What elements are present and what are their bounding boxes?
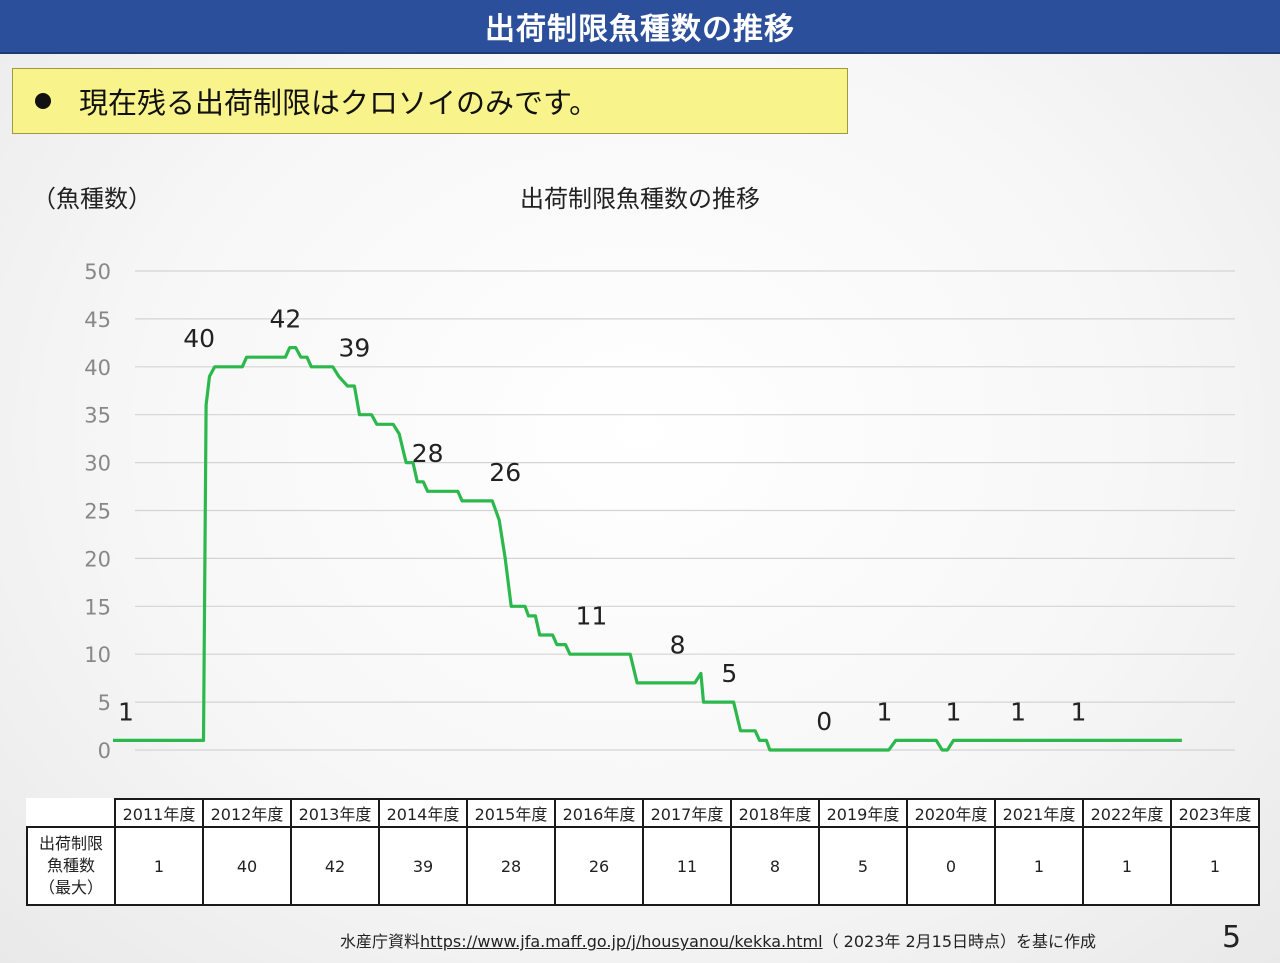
y-tick-label: 35	[84, 404, 111, 428]
page-number: 5	[1222, 920, 1242, 955]
data-label: 1	[877, 697, 893, 726]
row-label-line: 出荷制限	[38, 834, 103, 853]
table-cell: 5	[818, 826, 908, 906]
data-label: 26	[489, 458, 521, 487]
table-header-cell: 2023年度	[1170, 798, 1260, 828]
table-header-row: 2011年度 2012年度 2013年度 2014年度 2015年度 2016年度 2017…	[27, 798, 1260, 828]
data-label: 1	[1070, 697, 1086, 726]
table-cell: 11	[642, 826, 732, 906]
y-axis-label: （魚種数）	[32, 185, 152, 213]
table-cell: 0	[906, 826, 996, 906]
data-label: 5	[721, 659, 737, 688]
data-label: 28	[412, 439, 444, 468]
table-header-cell: 2014年度	[378, 798, 468, 828]
table-cell: 1	[1170, 826, 1260, 906]
table-header-cell: 2012年度	[202, 798, 292, 828]
data-label: 8	[670, 630, 686, 659]
table-header-cell: 2020年度	[906, 798, 996, 828]
chart-title: 出荷制限魚種数の推移	[520, 185, 760, 213]
table-cell: 42	[290, 826, 380, 906]
table-header-cell: 2021年度	[994, 798, 1084, 828]
data-label: 0	[816, 707, 832, 736]
table-header-cell: 2017年度	[642, 798, 732, 828]
bullet-icon	[35, 93, 51, 109]
table-header-cell: 2013年度	[290, 798, 380, 828]
table-cell: 40	[202, 826, 292, 906]
table-cell: 39	[378, 826, 468, 906]
y-tick-label: 40	[84, 356, 111, 380]
table-cell: 1	[1082, 826, 1172, 906]
data-label: 1	[945, 697, 961, 726]
table-header-cell: 2019年度	[818, 798, 908, 828]
table-header-cell: 2022年度	[1082, 798, 1172, 828]
table-header-cell: 2016年度	[554, 798, 644, 828]
data-label: 1	[118, 697, 134, 726]
y-tick-label: 5	[98, 691, 111, 715]
row-label-line: 魚種数	[46, 856, 95, 875]
table-cell: 8	[730, 826, 820, 906]
table-row-label: 出荷制限 魚種数 （最大）	[26, 826, 116, 906]
row-label-line: （最大）	[38, 878, 103, 897]
header-bar: 出荷制限魚種数の推移	[0, 0, 1280, 54]
y-tick-label: 50	[84, 260, 111, 284]
table-cell: 1	[994, 826, 1084, 906]
table-cell: 26	[554, 826, 644, 906]
table-header-cell: 2015年度	[466, 798, 556, 828]
data-label: 40	[183, 324, 215, 353]
table-cell: 1	[114, 826, 204, 906]
line-chart: 出荷制限魚種数の推移（魚種数）0510152025303540455014042…	[32, 185, 1235, 763]
note-text: 現在残る出荷制限はクロソイのみです。	[79, 86, 599, 120]
page-title: 出荷制限魚種数の推移	[485, 12, 795, 47]
table-corner	[27, 799, 115, 827]
table-cell: 28	[466, 826, 556, 906]
source-note: 水産庁資料https://www.jfa.maff.go.jp/j/housya…	[340, 928, 1096, 952]
data-label: 11	[576, 602, 608, 631]
data-label: 42	[269, 305, 301, 334]
y-tick-label: 0	[98, 739, 111, 763]
data-label: 39	[338, 333, 370, 362]
series-line	[113, 346, 1182, 752]
source-prefix: 水産庁資料	[340, 932, 421, 951]
note-box: 現在残る出荷制限はクロソイのみです。	[12, 68, 848, 134]
data-label: 1	[1010, 697, 1026, 726]
y-tick-label: 25	[84, 500, 111, 524]
source-link[interactable]: https://www.jfa.maff.go.jp/j/housyanou/k…	[420, 932, 823, 951]
y-tick-label: 10	[84, 643, 111, 667]
table-header-cell: 2018年度	[730, 798, 820, 828]
y-tick-label: 30	[84, 452, 111, 476]
y-tick-label: 20	[84, 547, 111, 571]
table-header-cell: 2011年度	[114, 798, 204, 828]
y-tick-label: 45	[84, 308, 111, 332]
y-tick-label: 15	[84, 595, 111, 619]
source-suffix: （ 2023年 2月15日時点）を基に作成	[822, 932, 1096, 951]
table-row: 出荷制限 魚種数 （最大） 1 40 42 39 28 26 11 8 5 0 1 1 1	[26, 826, 1260, 906]
data-table: 2011年度 2012年度 2013年度 2014年度 2015年度 2016年度 2017…	[26, 798, 1260, 906]
